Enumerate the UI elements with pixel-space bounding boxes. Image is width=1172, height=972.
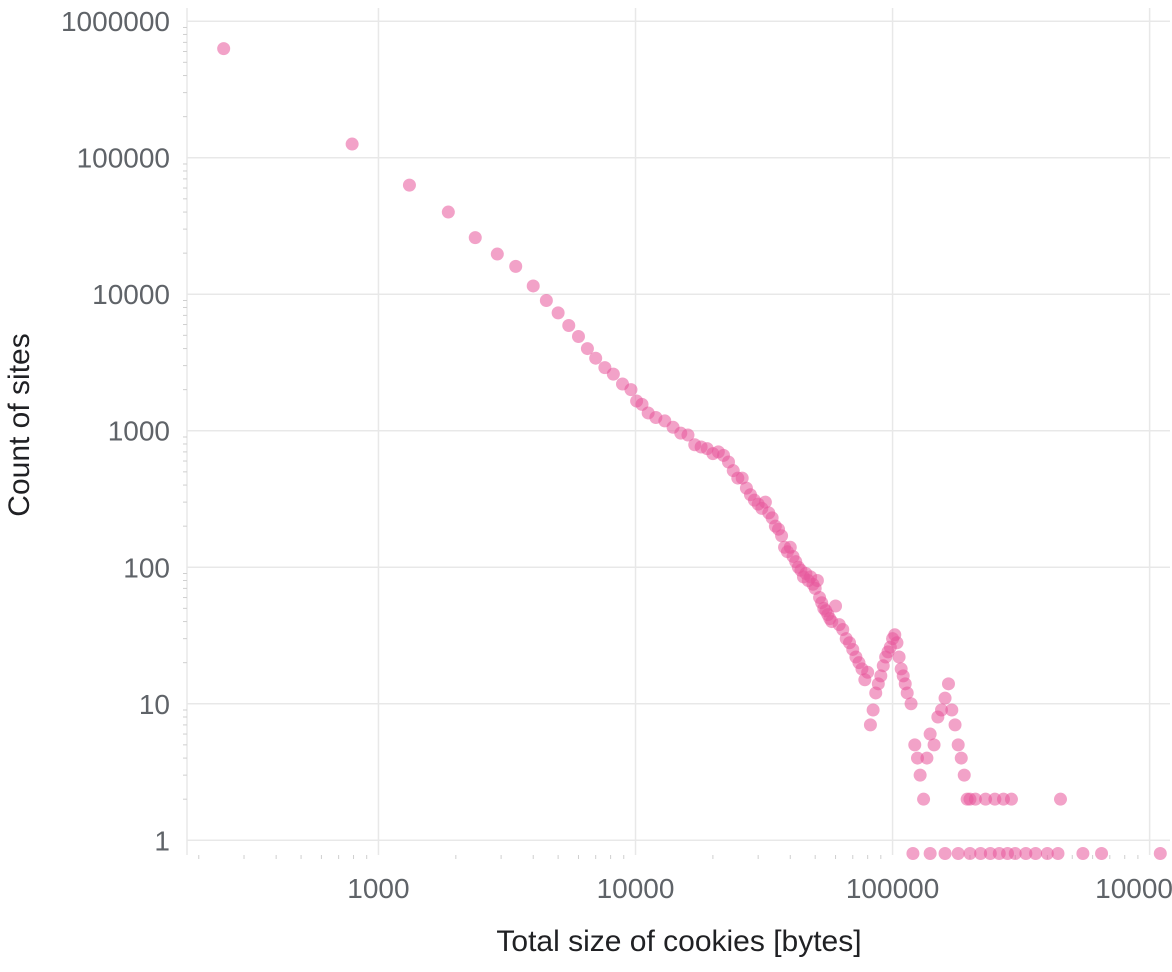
data-point (758, 495, 772, 509)
data-point (910, 751, 924, 765)
data-point (775, 529, 789, 543)
data-point (606, 367, 620, 381)
data-point (1029, 846, 1043, 860)
data-point (441, 205, 455, 219)
data-point (490, 247, 504, 261)
data-point (1040, 846, 1054, 860)
data-point (935, 703, 949, 717)
data-point (863, 718, 877, 732)
data-point (571, 330, 585, 344)
data-point (906, 846, 920, 860)
data-point (810, 573, 824, 587)
data-point (941, 677, 955, 691)
data-point (526, 279, 540, 293)
x-axis-ticks: 1000 10000 100000 1000000 (347, 873, 1172, 904)
y-tick-label: 1000 (108, 416, 170, 447)
data-point (927, 738, 941, 752)
data-point (968, 792, 982, 806)
data-point (923, 846, 937, 860)
data-point (1051, 846, 1065, 860)
data-point (951, 738, 965, 752)
data-point (900, 686, 914, 700)
data-point (920, 751, 934, 765)
data-point (217, 42, 231, 56)
data-point (904, 697, 918, 711)
data-point (938, 691, 952, 705)
data-point (951, 846, 965, 860)
data-point (562, 319, 576, 333)
x-tick-label: 10000 (597, 873, 675, 904)
x-tick-label: 100000 (846, 873, 939, 904)
data-point (963, 846, 977, 860)
y-tick-label: 100000 (77, 143, 170, 174)
y-axis-title: Count of sites (3, 333, 36, 516)
data-point (1019, 846, 1033, 860)
data-point (509, 259, 523, 273)
data-point (1076, 846, 1090, 860)
data-point (551, 306, 565, 320)
data-point (948, 718, 962, 732)
minor-ticks (183, 26, 1139, 859)
data-point (402, 178, 416, 192)
data-point (892, 650, 906, 664)
x-axis-title: Total size of cookies [bytes] (496, 925, 861, 958)
y-tick-label: 100 (123, 552, 170, 583)
data-point (624, 383, 638, 397)
data-point (890, 636, 904, 650)
y-tick-label: 10 (139, 689, 170, 720)
data-point (345, 137, 359, 151)
data-point (1008, 846, 1022, 860)
data-point (1004, 792, 1018, 806)
data-point (945, 703, 959, 717)
data-point (1053, 792, 1067, 806)
data-point (468, 231, 482, 245)
data-point (866, 703, 880, 717)
y-tick-label: 1 (154, 825, 170, 856)
x-tick-label: 1000000 (1095, 873, 1172, 904)
data-point (829, 599, 843, 613)
data-point (1153, 846, 1167, 860)
data-point (539, 293, 553, 307)
data-point (913, 768, 927, 782)
data-point (580, 342, 594, 356)
data-point (874, 669, 888, 683)
data-point (908, 738, 922, 752)
x-tick-label: 1000 (347, 873, 409, 904)
y-tick-label: 10000 (92, 279, 170, 310)
data-point (917, 792, 931, 806)
data-point (938, 846, 952, 860)
y-axis-ticks: 1 10 100 1000 10000 100000 1000000 (61, 6, 170, 856)
data-point (1095, 846, 1109, 860)
data-point (957, 768, 971, 782)
data-point (979, 792, 993, 806)
data-point (983, 846, 997, 860)
y-tick-label: 1000000 (61, 6, 170, 37)
data-point (974, 846, 988, 860)
data-point (681, 428, 695, 442)
data-point (861, 665, 875, 679)
data-point (954, 751, 968, 765)
data-point (923, 727, 937, 741)
data-point (589, 351, 603, 365)
data-points (217, 42, 1167, 860)
data-point (735, 471, 749, 485)
